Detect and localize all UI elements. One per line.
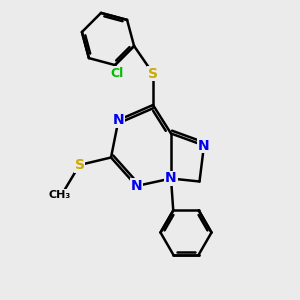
- Text: S: S: [148, 67, 158, 80]
- Text: N: N: [198, 139, 210, 152]
- Text: CH₃: CH₃: [49, 190, 71, 200]
- Text: N: N: [131, 179, 142, 193]
- Text: N: N: [165, 172, 177, 185]
- Text: S: S: [74, 158, 85, 172]
- Text: N: N: [113, 113, 124, 127]
- Text: Cl: Cl: [111, 67, 124, 80]
